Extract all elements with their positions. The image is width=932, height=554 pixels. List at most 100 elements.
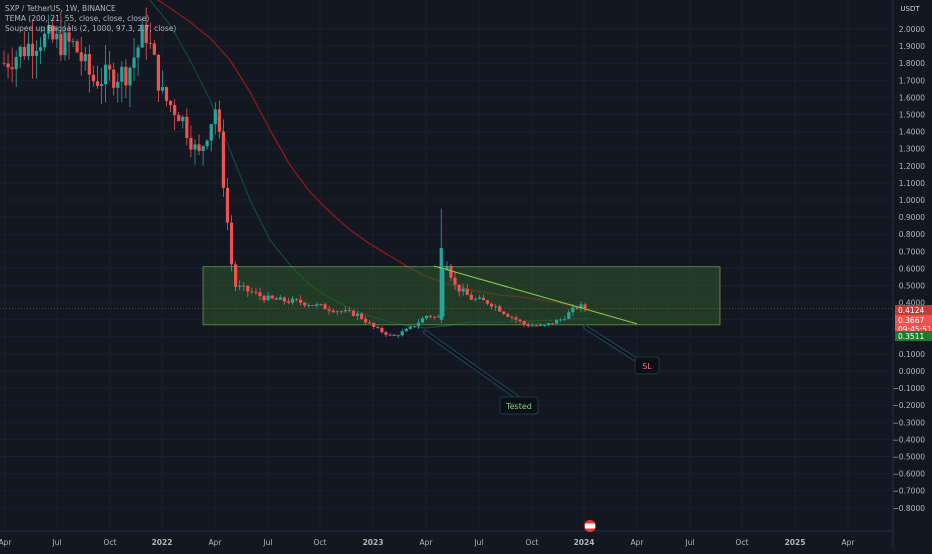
candle <box>91 65 95 87</box>
trendline[interactable] <box>433 265 638 325</box>
candle-body <box>319 304 323 306</box>
support-zone-box[interactable] <box>202 266 721 326</box>
symbol-title[interactable]: SXP / TetherUS, 1W, BINANCE <box>5 4 116 13</box>
candle <box>416 319 421 330</box>
candle <box>473 297 477 302</box>
candle <box>538 322 542 327</box>
candle-body <box>128 67 132 86</box>
candle-body <box>225 187 230 223</box>
candle-body <box>575 307 579 309</box>
candle <box>299 295 303 306</box>
candle-body <box>63 32 67 56</box>
candle <box>30 21 35 79</box>
y-tick-label: 1.4000 <box>899 128 925 137</box>
upper-price-badge-box <box>895 305 932 316</box>
x-tick-label: Jul <box>51 538 61 547</box>
candle <box>465 283 469 295</box>
candle-body <box>514 317 518 320</box>
candle <box>234 261 238 292</box>
y-tick-label: −0.5000 <box>892 453 925 462</box>
candle-body <box>22 46 26 57</box>
candle-body <box>14 56 18 70</box>
candle-body <box>99 84 104 86</box>
tested-callout-box[interactable] <box>499 396 539 415</box>
candle <box>311 305 315 306</box>
y-tick-label: 1.6000 <box>899 93 925 102</box>
candle <box>55 25 59 48</box>
candle <box>34 40 39 79</box>
candle-body <box>71 41 75 43</box>
candle <box>579 301 583 313</box>
candle-body <box>164 87 169 101</box>
x-axis[interactable]: Apr Jul Oct 2022 Apr Jul Oct 2023 Apr Jul Oct 2024 A… <box>0 520 893 547</box>
candle-body <box>156 54 161 91</box>
candle <box>429 314 433 319</box>
candle-body <box>567 312 571 319</box>
tested-callout[interactable]: Tested <box>499 396 539 415</box>
candle-body <box>189 137 193 150</box>
candle-body <box>510 316 514 318</box>
event-flag-icon[interactable] <box>584 520 596 532</box>
sl-callout-box[interactable] <box>634 356 660 375</box>
candle-body <box>347 310 351 311</box>
y-tick-label: −0.3000 <box>892 418 925 427</box>
bagpals-indicator-label[interactable]: Soupee up Bagpals (2, 1000, 97.3, 2.7, c… <box>5 24 177 33</box>
candle-body <box>331 310 335 313</box>
x-tick-label: Apr <box>420 538 434 547</box>
candle-body <box>294 298 299 300</box>
candle <box>494 303 498 311</box>
candle-body <box>246 285 250 292</box>
candle-body <box>542 324 547 326</box>
descending-trendline[interactable] <box>433 265 638 325</box>
candle <box>469 291 473 301</box>
candle-body <box>359 313 364 319</box>
candle <box>181 115 185 129</box>
candle <box>136 44 140 77</box>
candle <box>408 325 412 330</box>
candle <box>266 292 270 302</box>
candle-body <box>392 334 396 336</box>
candle-body <box>250 291 254 293</box>
candle-body <box>400 331 404 336</box>
candle <box>490 302 494 309</box>
candle-body <box>221 131 226 188</box>
candle-body <box>34 50 39 56</box>
sl-callout[interactable]: SL <box>634 356 660 375</box>
y-tick-label: 0.7000 <box>899 247 925 256</box>
candle-body <box>372 322 376 327</box>
candle <box>242 281 246 291</box>
candle <box>14 50 18 88</box>
candle <box>209 123 213 152</box>
y-tick-label: 0.5000 <box>899 282 925 291</box>
y-tick-label: −0.1000 <box>892 384 925 393</box>
tema-indicator-label[interactable]: TEMA (200, 21, 55, close, close, close) <box>5 14 150 23</box>
y-axis[interactable]: 2.0000 1.9000 1.8000 1.7000 1.6000 1.5000 1.40… <box>892 0 925 550</box>
x-tick-label: Oct <box>736 538 749 547</box>
candle <box>197 134 201 156</box>
y-tick-label: 1.7000 <box>899 76 925 85</box>
candle-body <box>364 318 368 323</box>
candle <box>559 317 563 323</box>
candle <box>250 287 254 295</box>
support-zone[interactable] <box>0 266 893 326</box>
candle <box>173 99 177 130</box>
candle-body <box>550 323 555 325</box>
candle <box>546 323 551 327</box>
candle <box>18 45 22 69</box>
candle <box>59 11 63 61</box>
sl-pointer-inner <box>584 326 644 365</box>
candle-body <box>132 57 136 68</box>
candle-body <box>433 316 437 318</box>
candle-body <box>2 63 6 64</box>
candle-body <box>380 327 384 333</box>
candle <box>359 312 364 321</box>
candle <box>433 315 437 320</box>
candle <box>140 18 144 49</box>
candle <box>246 285 250 298</box>
candle <box>510 315 514 321</box>
candle <box>254 287 258 296</box>
candle <box>38 37 43 65</box>
candle <box>168 99 173 112</box>
